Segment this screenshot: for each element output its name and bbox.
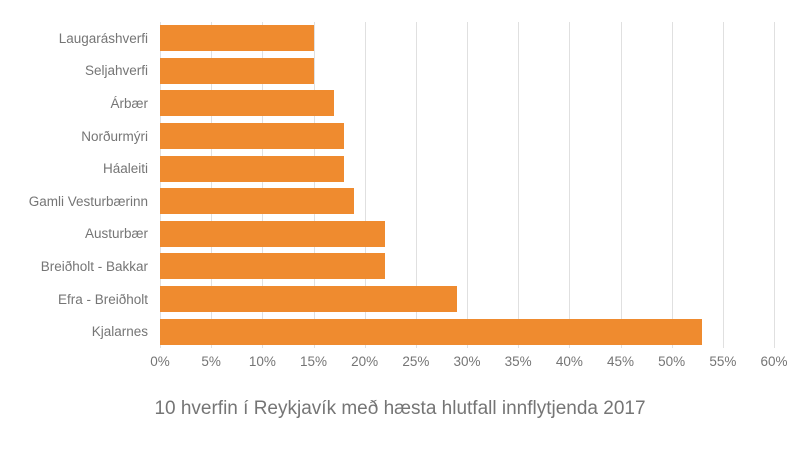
x-axis-tick-label: 25% [402, 354, 430, 369]
y-axis-label: Breiðholt - Bakkar [40, 258, 148, 274]
plot-area [160, 22, 775, 348]
bar-Árbær [160, 90, 334, 117]
bar-row [160, 22, 774, 55]
x-axis-tick-label: 40% [555, 354, 583, 369]
x-axis-tick-label: 20% [351, 354, 379, 369]
x-axis-tick-label: 60% [760, 354, 788, 369]
gridline [620, 22, 622, 348]
x-axis-tick-label: 10% [248, 354, 276, 369]
gridline [569, 22, 571, 348]
gridline [364, 22, 366, 348]
x-axis-tick-label: 55% [709, 354, 737, 369]
gridline [671, 22, 673, 348]
bar-row [160, 120, 774, 153]
x-axis-tick-label: 15% [299, 354, 328, 369]
bar-row [160, 283, 774, 316]
x-axis-tick-label: 50% [658, 354, 686, 369]
bar-row [160, 87, 774, 120]
x-axis-tick-label: 30% [453, 354, 481, 369]
bar-Breiðholt - Bakkar [160, 253, 386, 280]
y-axis-label: Efra - Breiðholt [57, 291, 148, 307]
y-axis-label: Norðurmýri [81, 128, 148, 144]
y-axis-label: Háaleiti [102, 161, 148, 177]
bar-Gamli Vesturbærinn [160, 188, 355, 215]
bar-Háaleiti [160, 155, 345, 182]
bar-Laugaráshverfi [160, 25, 314, 52]
gridline [160, 22, 161, 348]
x-axis-tick-label: 45% [606, 354, 635, 369]
bar-row [160, 218, 774, 251]
bar-row [160, 315, 774, 348]
y-axis-label: Gamli Vesturbærinn [28, 193, 148, 209]
y-axis-label: Árbær [110, 95, 148, 111]
bar-Efra - Breiðholt [160, 286, 457, 313]
x-axis-tick-label: 0% [150, 354, 170, 369]
x-axis-labels: 0% 5% 10% 15% 20% 25% 30% 35% 40% 45% 50% 55% 60% [150, 354, 787, 374]
gridline [262, 22, 264, 348]
chart-title: 10 hverfin í Reykjavík með hæsta hlutfal… [154, 398, 646, 419]
x-axis-tick-label: 35% [504, 354, 532, 369]
bar-row [160, 185, 774, 218]
bar-Austurbær [160, 220, 386, 247]
y-axis-labels: Laugaráshverfi Seljahverfi Árbær Norðurmýri… [0, 22, 148, 348]
gridline [518, 22, 520, 348]
bar-Seljahverfi [160, 57, 314, 84]
gridline [774, 22, 775, 348]
bar-row [160, 55, 774, 88]
y-axis-label: Kjalarnes [91, 324, 148, 340]
y-axis-label: Seljahverfi [84, 63, 148, 79]
bar-row [160, 152, 774, 185]
gridline [467, 22, 468, 348]
y-axis-label: Laugaráshverfi [58, 30, 148, 46]
gridline [313, 22, 315, 348]
bar-row [160, 250, 774, 283]
x-axis-tick-label: 5% [201, 354, 221, 369]
gridline [415, 22, 417, 348]
y-axis-label: Austurbær [84, 226, 148, 242]
gridline [211, 22, 213, 348]
bar-series [160, 22, 774, 348]
gridline [722, 22, 724, 348]
bar-Norðurmýri [160, 123, 345, 150]
bar-Kjalarnes [160, 318, 703, 345]
